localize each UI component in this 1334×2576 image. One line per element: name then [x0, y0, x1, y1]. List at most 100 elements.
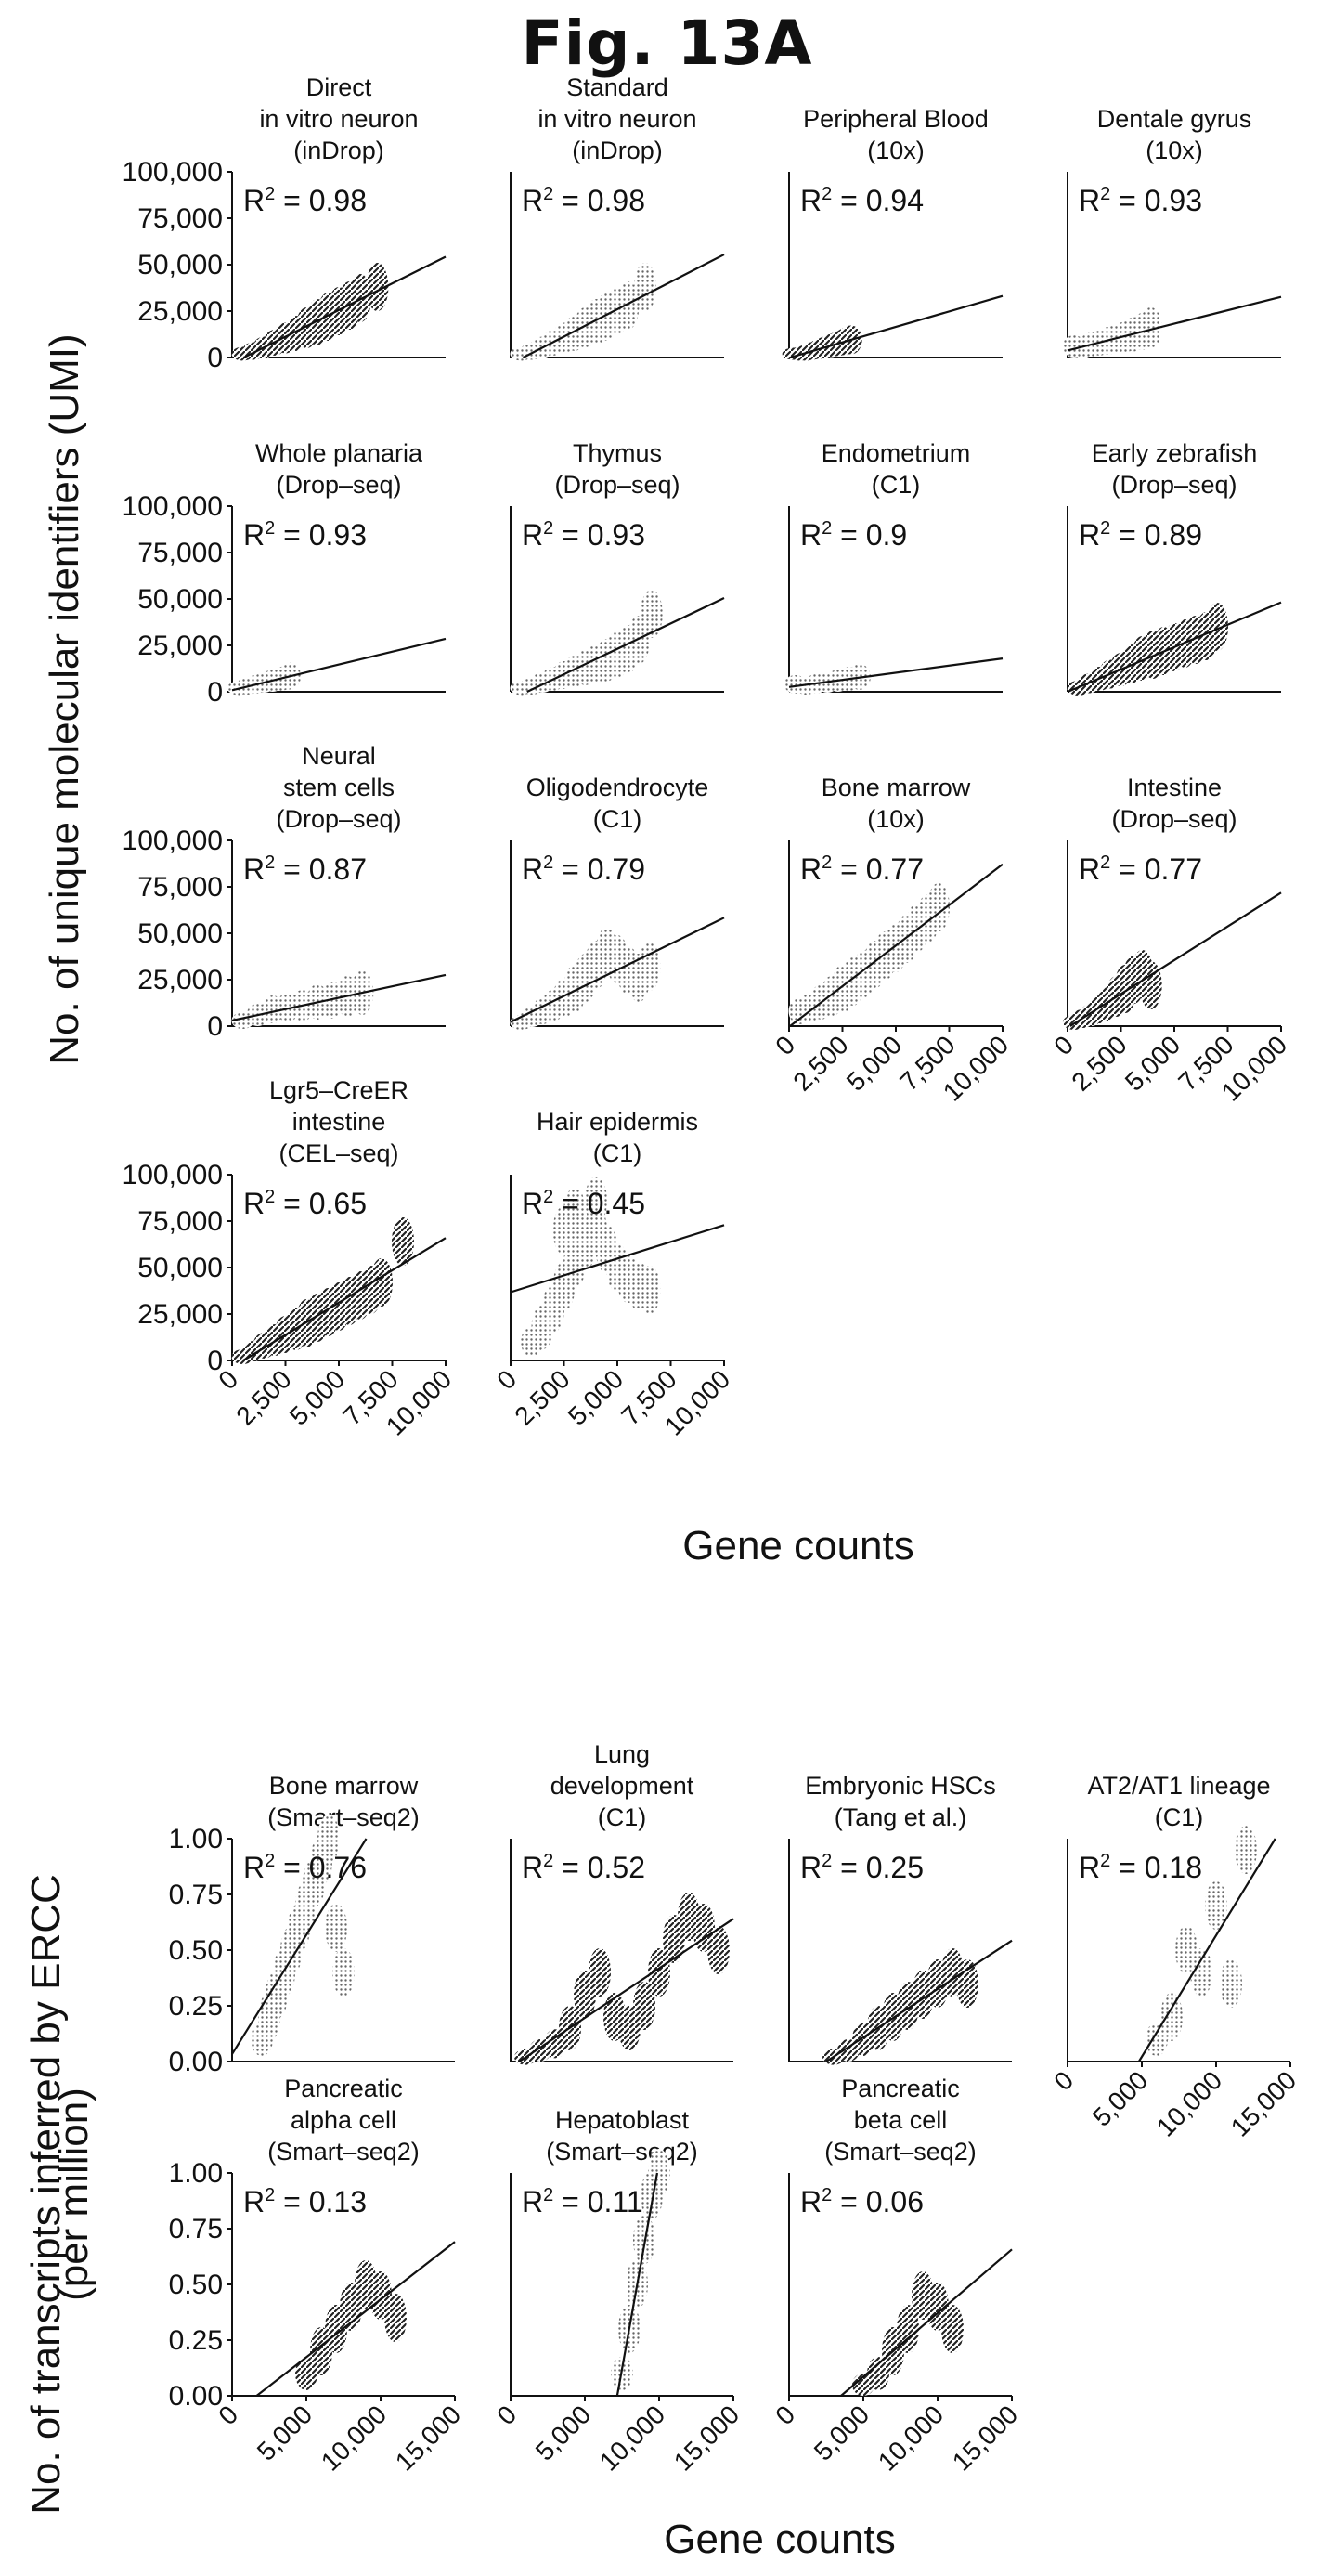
x-tick-label: 0: [770, 2400, 800, 2430]
trend-line: [231, 973, 447, 1022]
scatter-point: [325, 1904, 347, 1952]
panel-title-line: (C1): [598, 1803, 647, 1831]
panel-title-line: (CEL–seq): [278, 1139, 398, 1167]
r-squared-value: 0.79: [588, 852, 645, 886]
panel-title-line: (Smart–seq2): [267, 2138, 420, 2166]
panel-title-line: (inDrop): [293, 137, 384, 164]
trend-line: [788, 657, 1004, 688]
trend-line: [1069, 891, 1282, 1027]
y-tick-label: 0: [207, 1011, 223, 1042]
x-tick-label: 5,000: [841, 1030, 907, 1096]
x-tick-label: 15,000: [947, 2400, 1023, 2476]
section-b-x-label: Gene counts: [664, 2517, 896, 2562]
trend-line: [840, 2248, 1013, 2397]
trend-line: [255, 2241, 456, 2397]
scatter-point: [589, 1948, 611, 1997]
x-tick-label: 5,000: [284, 1364, 350, 1430]
x-tick-label: 5,000: [1087, 2065, 1153, 2131]
trend-line: [231, 1838, 368, 2055]
panel-title-line: (Smart–seq2): [546, 2138, 698, 2166]
scatter-point: [1139, 961, 1162, 1009]
y-tick-label: 50,000: [137, 1253, 223, 1283]
panel-title-line: (10x): [867, 805, 925, 833]
scatter-point: [1139, 307, 1162, 348]
r-squared-label: R2 = 0.13: [243, 2185, 367, 2218]
x-tick-label: 5,000: [1120, 1030, 1185, 1096]
y-tick-label: 1.00: [169, 1824, 223, 1854]
panel-title-line: Thymus: [573, 439, 662, 467]
x-tick-label: 2,500: [230, 1364, 296, 1430]
r-squared-value: 0.25: [866, 1851, 924, 1884]
scatter-panel-a4: Dentale gyrus (10x) R2 = 0.93: [1062, 105, 1282, 358]
panel-title-line: Pancreatic: [284, 2075, 403, 2102]
scatter-point: [1190, 1948, 1212, 1997]
r-squared-value: 0.45: [588, 1187, 645, 1220]
panel-title-line: Endometrium: [822, 439, 971, 467]
x-tick-label: 0: [1048, 1030, 1079, 1060]
trend-line: [789, 294, 1004, 359]
panel-title-line: AT2/AT1 lineage: [1087, 1772, 1270, 1800]
scatter-point: [648, 1948, 670, 1997]
scatter-point: [295, 2357, 317, 2390]
scatter-panel-c3: Bone marrow(10x)02,5005,0007,50010,000R2…: [770, 774, 1014, 1107]
scatter-panel-d1: Lgr5–CreER intestine (CEL–seq) 0 25,000 50,00…: [123, 1076, 458, 1441]
r-squared-value: 0.9: [866, 518, 907, 552]
scatter-point: [633, 263, 656, 311]
r-squared-value: 0.11: [588, 2185, 643, 2218]
scatter-point: [867, 2357, 889, 2390]
scatter-point: [941, 2305, 964, 2353]
r-squared-label: R2 = 0.94: [800, 184, 924, 217]
scatter-panel-c1: Neural stem cells (Drop–seq) 0 25,000 50,000 7…: [123, 742, 447, 1042]
scatter-point: [638, 1266, 661, 1314]
scatter-panel-f1: Pancreatic alpha cell (Smart–seq2) 0.00 0.25…: [169, 2075, 467, 2477]
y-tick-label: 75,000: [137, 203, 223, 234]
y-tick-label: 50,000: [137, 918, 223, 949]
scatter-panel-f2: Hepatoblast (Smart–seq2) 0 5,00010,00015,00…: [491, 2106, 745, 2477]
scatter-panel-b2: Thymus (Drop–seq) R2 = 0.93: [510, 439, 725, 696]
r-squared-label: R2 = 0.77: [1079, 852, 1202, 886]
scatter-panel-b1: Whole planaria (Drop–seq) 0 25,000 50,000 75,…: [123, 439, 447, 708]
r-squared-value: 0.76: [309, 1851, 367, 1884]
section-a-x-label: Gene counts: [682, 1523, 914, 1568]
panel-title-line: (10x): [867, 137, 925, 164]
panel-title-line: intestine: [292, 1108, 386, 1136]
trend-line: [510, 1224, 725, 1294]
scatter-point: [1160, 1993, 1183, 2041]
scatter-point: [392, 1217, 414, 1266]
trend-line: [518, 1918, 734, 2062]
panel-title-line: Standard: [566, 73, 668, 101]
panel-title-line: alpha cell: [291, 2106, 396, 2134]
y-tick-label: 25,000: [137, 296, 223, 327]
scatter-panel-d2: Hair epidermis(C1)02,5005,0007,50010,000…: [491, 1108, 735, 1441]
scatter-point: [897, 2305, 919, 2353]
y-tick-label: 0.50: [169, 2270, 223, 2300]
scatter-panel-e3: Embryonic HSCs (Tang et al.) R2 = 0.25: [788, 1772, 1013, 2065]
x-tick-label: 0: [770, 1030, 800, 1060]
r-squared-value: 0.77: [866, 852, 924, 886]
scatter-point: [1220, 1959, 1242, 2008]
scatter-panel-c2: Oligodendrocyte (C1) R2 = 0.79: [510, 774, 725, 1030]
scatter-point: [648, 2149, 670, 2197]
trend-line: [1137, 1838, 1276, 2062]
panel-title-line: stem cells: [283, 774, 395, 801]
scatter-point: [317, 1815, 340, 1863]
x-tick-label: 0: [213, 1364, 243, 1395]
scatter-point: [349, 274, 371, 322]
x-tick-label: 10,000: [873, 2400, 949, 2476]
panel-title-line: Whole planaria: [255, 439, 423, 467]
scatter-panel-e1: Bone marrow (Smart–seq2) 0.00 0.25 0.50 0.75 1…: [169, 1772, 455, 2077]
r-squared-value: 0.06: [866, 2185, 924, 2218]
y-tick-label: 25,000: [137, 965, 223, 995]
y-tick-label: 100,000: [123, 491, 223, 522]
r-squared-label: R2 = 0.18: [1079, 1851, 1202, 1884]
trend-line: [825, 1939, 1013, 2062]
y-tick-label: 50,000: [137, 250, 223, 280]
y-tick-label: 0: [207, 677, 223, 708]
panel-title-line: in vitro neuron: [259, 105, 418, 133]
scatter-point: [927, 883, 950, 931]
scatter-point: [1235, 1826, 1257, 1874]
r-squared-value: 0.89: [1145, 518, 1202, 552]
panel-title-line: (Smart–seq2): [824, 2138, 977, 2166]
trend-line: [789, 863, 1004, 1027]
y-tick-label: 75,000: [137, 872, 223, 903]
